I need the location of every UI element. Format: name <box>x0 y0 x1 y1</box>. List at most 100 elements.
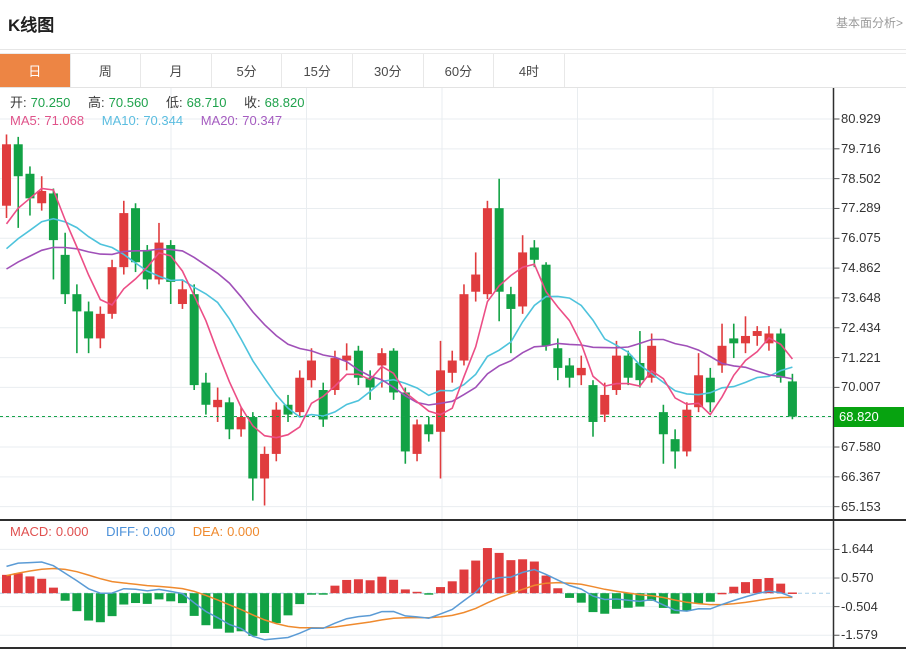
candle-body <box>119 213 129 268</box>
macd-bar <box>740 582 750 594</box>
macd-bar <box>752 579 762 594</box>
macd-bar <box>377 576 387 594</box>
macd-bar <box>412 591 422 594</box>
macd-layer <box>0 548 833 641</box>
macd-bar <box>576 593 586 603</box>
y-axis-label: 71.221 <box>841 349 881 365</box>
candle-body <box>459 294 469 361</box>
ma20-value: 70.347 <box>242 113 283 128</box>
candle-body <box>201 382 211 405</box>
y-axis-label: 73.648 <box>841 289 881 305</box>
tab-60min[interactable]: 60分 <box>423 54 495 87</box>
close-value: 68.820 <box>264 95 305 110</box>
tab-4hour[interactable]: 4时 <box>494 54 565 87</box>
close-label: 收: <box>244 95 261 110</box>
open-value: 70.250 <box>30 95 71 110</box>
candles-layer <box>2 134 797 506</box>
candle-body <box>400 392 410 452</box>
dea-label: DEA: <box>192 524 224 539</box>
candle-body <box>658 412 668 435</box>
tab-15min[interactable]: 15分 <box>282 54 353 87</box>
candle-body <box>95 313 105 339</box>
macd-bar <box>154 593 164 600</box>
macd-axis-label: -0.504 <box>841 598 878 614</box>
candle-body <box>107 267 117 314</box>
candle-body <box>166 245 176 282</box>
macd-bar <box>729 586 739 594</box>
candle-body <box>365 377 375 388</box>
tab-month[interactable]: 月 <box>141 54 212 87</box>
macd-bar <box>717 592 727 595</box>
macd-bar <box>658 593 668 608</box>
y-axis-label: 65.153 <box>841 498 881 514</box>
macd-bar <box>166 593 176 602</box>
candle-body <box>283 404 293 415</box>
candle-body <box>37 190 47 204</box>
diff-label: DIFF: <box>106 524 139 539</box>
macd-bar <box>389 579 399 594</box>
ma5-line <box>5 187 794 439</box>
macd-bar <box>764 578 774 594</box>
macd-bar <box>37 578 47 594</box>
candle-body <box>318 390 328 420</box>
macd-bar <box>2 574 11 594</box>
candle-body <box>787 381 797 417</box>
candle-body <box>342 355 352 361</box>
macd-legend: MACD: 0.000 DIFF: 0.000 DEA: 0.000 <box>10 524 264 539</box>
tab-30min[interactable]: 30分 <box>352 54 424 87</box>
macd-axis-label: 0.570 <box>841 570 874 586</box>
ma5-label: MA5: <box>10 113 41 128</box>
macd-bar <box>342 579 352 594</box>
macd-bar <box>494 552 504 594</box>
macd-bar <box>447 581 457 594</box>
candle-body <box>154 242 164 280</box>
candle-body <box>647 345 657 378</box>
macd-bar <box>295 593 305 605</box>
dea-line <box>6 567 793 629</box>
candle-body <box>694 375 704 408</box>
macd-bar <box>471 560 481 594</box>
dea-value: 0.000 <box>227 524 260 539</box>
macd-bar <box>48 587 58 594</box>
candle-body <box>131 208 141 263</box>
candle-body <box>248 417 258 479</box>
fundamental-analysis-link[interactable]: 基本面分析> <box>835 16 903 30</box>
candle-body <box>670 439 680 452</box>
candle-body <box>72 294 82 312</box>
candle-body <box>436 370 446 432</box>
candle-body <box>295 377 305 413</box>
tab-5min[interactable]: 5分 <box>211 54 283 87</box>
candle-body <box>224 402 234 430</box>
macd-bar <box>635 593 645 607</box>
y-axis-label: 79.716 <box>841 140 881 156</box>
macd-bar <box>271 593 281 624</box>
candle-body <box>553 348 563 368</box>
main-chart[interactable] <box>0 88 906 651</box>
macd-bar <box>213 593 223 629</box>
low-label: 低: <box>166 95 183 110</box>
macd-bar <box>107 593 117 617</box>
candle-body <box>541 264 551 346</box>
ma5-value: 71.068 <box>44 113 85 128</box>
candle-body <box>471 274 481 292</box>
candle-body <box>588 385 598 422</box>
macd-bar <box>588 593 598 613</box>
candle-body <box>389 350 399 393</box>
candle-body <box>330 358 340 391</box>
macd-bar <box>459 569 469 594</box>
tab-week[interactable]: 周 <box>70 54 142 87</box>
macd-bar <box>177 593 187 604</box>
macd-bar <box>201 593 211 626</box>
high-label: 高: <box>88 95 105 110</box>
ma10-value: 70.344 <box>143 113 184 128</box>
tab-day[interactable]: 日 <box>0 54 71 87</box>
candle-body <box>565 365 575 378</box>
macd-label: MACD: <box>10 524 52 539</box>
macd-bar <box>611 593 621 609</box>
candle-body <box>494 208 504 292</box>
candle-body <box>60 254 70 295</box>
candle-body <box>705 377 715 403</box>
macd-bar <box>482 548 492 594</box>
macd-bar <box>600 593 610 614</box>
